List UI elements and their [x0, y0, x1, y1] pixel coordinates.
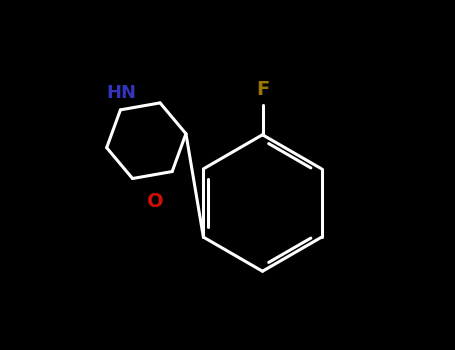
- Text: F: F: [256, 80, 269, 99]
- Text: O: O: [147, 192, 163, 211]
- Text: HN: HN: [106, 84, 136, 101]
